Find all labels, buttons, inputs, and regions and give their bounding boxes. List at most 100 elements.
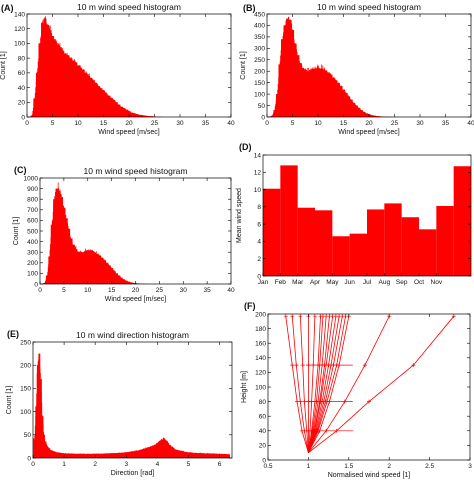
y-tick-label: 0: [27, 455, 31, 462]
x-axis-label: Wind speed [m/sec]: [105, 296, 167, 303]
x-tick-label: 30: [176, 120, 184, 127]
y-tick-label: 250: [254, 57, 265, 64]
y-tick-label: 50: [24, 432, 32, 439]
y-tick-label: 250: [20, 339, 31, 346]
x-tick-label: 15: [340, 120, 348, 127]
y-axis-label: Count [1]: [240, 51, 247, 79]
y-tick-label: 60: [259, 414, 267, 421]
bar: [401, 217, 419, 276]
bar: [349, 233, 367, 276]
y-tick-label: 500: [27, 228, 38, 235]
x-tick-label: 40: [467, 120, 474, 127]
x-tick-label: 5: [51, 120, 55, 127]
x-tick-label: 0: [25, 120, 29, 127]
x-tick-label: 35: [204, 287, 212, 294]
x-tick-label: 5: [62, 287, 66, 294]
histogram-texture: [33, 357, 229, 458]
profile-line: [308, 316, 390, 453]
y-tick-label: 400: [27, 239, 38, 246]
data-marks: [283, 314, 456, 454]
y-tick-label: 100: [255, 384, 266, 391]
y-tick-label: 400: [254, 23, 265, 30]
y-tick-label: 0: [261, 114, 265, 121]
x-tick-label: 2: [387, 463, 391, 470]
y-tick-label: 700: [27, 207, 38, 214]
histogram-texture: [43, 182, 155, 284]
x-tick-label: 40: [227, 287, 235, 294]
histogram-texture: [270, 16, 395, 117]
x-tick-label: 30: [416, 120, 424, 127]
data-marks: [263, 165, 471, 276]
y-tick-label: 200: [254, 69, 265, 76]
profile-point: [290, 314, 295, 319]
x-tick-label: 10: [84, 287, 92, 294]
x-tick-label: 4: [156, 461, 160, 468]
y-tick-label: 0: [21, 114, 25, 121]
y-tick-label: 200: [255, 311, 266, 318]
panel-label: (A): [1, 3, 14, 13]
y-axis-label: Count [1]: [13, 217, 20, 245]
y-tick-label: 350: [254, 34, 265, 41]
profile-point: [283, 314, 288, 319]
x-tick-label: 30: [180, 287, 188, 294]
x-tick-label: 10: [314, 120, 322, 127]
x-tick-label: 3: [124, 461, 128, 468]
y-tick-label: 300: [254, 46, 265, 53]
profile-point: [451, 314, 456, 319]
profile-point: [294, 363, 299, 368]
y-tick-label: 80: [259, 399, 267, 406]
y-tick-label: 150: [20, 386, 31, 393]
profile-point: [300, 363, 305, 368]
x-tick-label: 1: [62, 461, 66, 468]
y-tick-label: 800: [27, 197, 38, 204]
x-tick-label: 2.5: [425, 463, 434, 470]
panel-f: (F) 0 20 40 60 80 100 120 140 160 180 200 0.5 1 1.5 2 2.…: [241, 301, 472, 479]
x-tick-label: 1: [307, 463, 311, 470]
y-tick-label: 600: [27, 218, 38, 225]
y-axis-label: Mean wind speed: [236, 188, 243, 243]
chart-title: 10 m wind speed histogram: [317, 2, 421, 12]
y-tick-label: 450: [254, 11, 265, 18]
x-tick-label: May: [326, 279, 339, 286]
y-axis-label: Height [m]: [241, 371, 248, 403]
profile-point: [411, 363, 416, 368]
data-marks: [30, 16, 164, 118]
plot-frame: [32, 341, 233, 459]
histogram-bar: [228, 454, 230, 458]
panel-a: (A) 10 m wind speed histogram020406080100…: [0, 2, 235, 136]
x-tick-label: 35: [442, 120, 450, 127]
y-tick-label: 20: [18, 100, 26, 107]
y-tick-label: 100: [20, 409, 31, 416]
y-tick-label: 180: [255, 326, 266, 333]
y-tick-label: 8: [257, 204, 261, 211]
y-tick-label: 40: [259, 428, 267, 435]
x-tick-label: 40: [227, 120, 235, 127]
y-tick-label: 50: [258, 103, 266, 110]
panel-label: (F): [244, 301, 256, 311]
y-tick-label: 200: [27, 260, 38, 267]
x-tick-label: 20: [125, 120, 133, 127]
panel-d: (D) 0 2 4 6 8 10 12 14 Jan Feb Mar Apr May Jun Jul Aug Se…: [236, 142, 472, 286]
y-tick-label: 140: [14, 11, 25, 18]
x-axis-label: Direction [rad]: [111, 470, 155, 477]
bar: [332, 236, 350, 276]
x-tick-label: 0: [31, 461, 35, 468]
y-tick-label: 0: [34, 281, 38, 288]
profile-point: [362, 363, 367, 368]
x-axis-label: Wind speed [m/sec]: [98, 129, 160, 136]
y-tick-label: 100: [254, 91, 265, 98]
x-tick-label: 15: [100, 120, 108, 127]
data-marks: [270, 16, 397, 118]
panel-b: (B) 10 m wind speed histogram050100150200…: [240, 2, 474, 136]
y-tick-label: 200: [20, 363, 31, 370]
panel-label: (D): [239, 142, 252, 152]
y-tick-label: 2: [257, 256, 261, 263]
x-tick-label: 6: [218, 461, 222, 468]
x-tick-label: 1.5: [344, 463, 353, 470]
y-tick-label: 100: [27, 271, 38, 278]
panel-e: (E) 10 m wind direction histogram05010015…: [6, 329, 233, 477]
profile-point: [298, 314, 303, 319]
x-tick-label: 25: [156, 287, 164, 294]
bar: [315, 210, 333, 276]
